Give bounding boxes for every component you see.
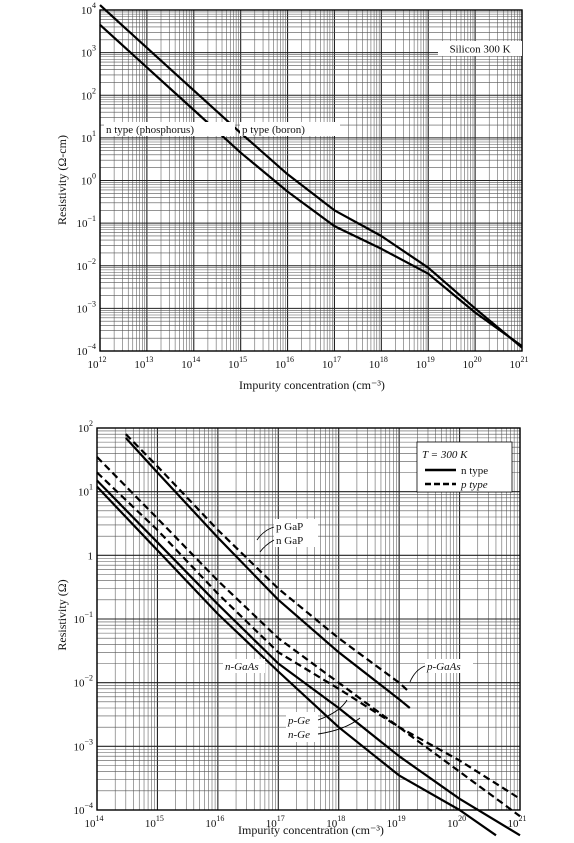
ge-labels-bg	[286, 712, 318, 742]
x-tick-label: 1019	[416, 355, 435, 371]
series-line-n-gap	[124, 437, 411, 709]
x-tick-label: 1021	[510, 355, 529, 371]
x-tick-label: 1017	[322, 355, 341, 371]
n-type-label-bg	[104, 122, 235, 136]
legend-p-type-label: p type	[460, 479, 488, 491]
x-tick-label: 1016	[205, 814, 224, 830]
legend-box	[416, 441, 513, 493]
n-type-phosphorus-label: n type (phosphorus)	[106, 124, 194, 136]
n-gap-label: n GaP	[276, 535, 303, 547]
compound-series	[96, 433, 521, 837]
x-tick-label: 1021	[508, 814, 527, 830]
compound-x-tick-labels: 1014 1015 1016 1017 1018 1019 1020 1021	[85, 814, 527, 830]
x-tick-label: 1014	[181, 355, 200, 371]
x-tick-label: 1018	[369, 355, 388, 371]
x-tick-label: 1015	[228, 355, 247, 371]
p-gap-label: p GaP	[276, 521, 303, 533]
p-gap-pointer	[256, 526, 275, 541]
silicon-grid	[99, 9, 523, 352]
n-gap-pointer	[259, 539, 275, 553]
silicon-annotation-bg	[438, 41, 522, 56]
y-tick-label: 102	[78, 419, 93, 435]
y-tick-label: 101	[81, 129, 96, 145]
series-line-p-gaas	[96, 471, 521, 800]
y-tick-label: 100	[81, 172, 96, 188]
legend-title: T = 300 K	[422, 449, 468, 461]
x-tick-label: 1017	[266, 814, 285, 830]
p-gaas-pointer	[409, 665, 426, 683]
p-gaas-label-bg	[425, 659, 473, 673]
x-tick-label: 1012	[88, 355, 107, 371]
gap-labels-bg	[274, 519, 318, 547]
compound-y-axis-label: Resistivity (Ω)	[55, 579, 69, 650]
y-tick-label: 1	[88, 550, 94, 562]
y-tick-label: 10−2	[73, 674, 93, 690]
series-line-n-ge	[96, 479, 521, 837]
series-line-p-ge	[96, 456, 521, 818]
x-tick-label: 1018	[326, 814, 345, 830]
compound-y-tick-labels: 10−4 10−3 10−2 10−1 1 101 102	[73, 419, 93, 817]
silicon-y-tick-labels: 10−4 10−3 10−2 10−1 100 101 102 103 104	[76, 1, 96, 358]
silicon-x-axis-label: Impurity concentration (cm⁻³)	[239, 378, 385, 392]
y-tick-label: 10−1	[73, 610, 93, 626]
x-tick-label: 1013	[134, 355, 153, 371]
x-tick-label: 1015	[145, 814, 164, 830]
series-line-n-gaas	[96, 485, 497, 837]
p-type-boron-label: p type (boron)	[242, 124, 305, 136]
p-ge-label: p-Ge	[287, 715, 310, 727]
y-tick-label: 104	[81, 1, 96, 17]
legend: T = 300 K n type p type	[416, 441, 513, 493]
p-ge-pointer	[317, 699, 348, 721]
x-tick-label: 1020	[463, 355, 482, 371]
series-line-n-type-phosphorus	[99, 23, 523, 347]
compound-x-axis-label: Impurity concentration (cm⁻³)	[238, 823, 384, 837]
n-gaas-label-bg	[223, 659, 265, 673]
silicon-x-tick-labels: 1012 1013 1014 1015 1016 1017 1018 1019 1020 1021	[88, 355, 529, 371]
y-tick-label: 101	[78, 483, 93, 499]
p-type-label-bg	[240, 122, 340, 136]
silicon-plot-frame	[99, 9, 523, 352]
x-tick-label: 1020	[447, 814, 466, 830]
y-tick-label: 10−1	[76, 214, 96, 230]
silicon-resistivity-chart: 1012 1013 1014 1015 1016 1017 1018 1019 1020 1021…	[55, 1, 529, 392]
y-tick-label: 10−4	[73, 801, 93, 817]
silicon-y-axis-label: Resistivity (Ω-cm)	[55, 135, 69, 225]
series-line-p-gap	[125, 433, 411, 694]
series-line-p-type-boron	[99, 4, 523, 349]
y-tick-label: 10−3	[76, 299, 96, 315]
y-tick-label: 102	[81, 86, 96, 102]
silicon-annotation: Silicon 300 K	[449, 44, 510, 56]
n-gaas-label: n-GaAs	[225, 661, 259, 673]
x-tick-label: 1014	[85, 814, 104, 830]
y-tick-label: 10−4	[76, 342, 96, 358]
n-ge-label: n-Ge	[288, 729, 310, 741]
n-ge-pointer	[317, 717, 361, 735]
y-tick-label: 10−2	[76, 257, 96, 273]
legend-n-type-label: n type	[461, 465, 488, 477]
p-gaas-label: p-GaAs	[426, 661, 461, 673]
x-tick-label: 1019	[387, 814, 406, 830]
compound-resistivity-chart: 1014 1015 1016 1017 1018 1019 1020 1021 10−410−…	[55, 419, 527, 837]
x-tick-label: 1016	[275, 355, 294, 371]
silicon-series	[99, 4, 523, 349]
curve-annotations: p GaP n GaP n-GaAs p-GaAs p-Ge n-Ge	[223, 519, 473, 742]
y-tick-label: 10−3	[73, 737, 93, 753]
compound-plot-frame	[96, 427, 521, 811]
y-tick-label: 103	[81, 44, 96, 60]
